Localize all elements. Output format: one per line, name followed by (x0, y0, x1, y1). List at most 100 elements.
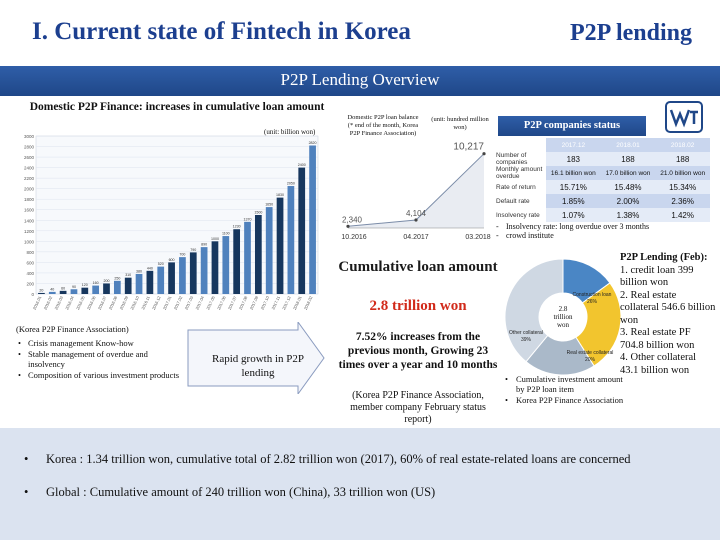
row-label: Default rate (496, 197, 530, 205)
bar-value-label: 440 (147, 266, 153, 270)
row-label: Number of companies (496, 152, 528, 166)
bar (179, 257, 186, 294)
bar (265, 207, 273, 294)
y-tick-label: 1400 (24, 218, 35, 223)
bar-value-label: 1830 (276, 193, 284, 197)
bar (135, 273, 143, 294)
cell: 16.1 billion won (546, 166, 601, 180)
bar-value-label: 1100 (222, 232, 230, 236)
pie-hole (540, 294, 586, 340)
x-tick-label: 2016.08 (108, 295, 119, 311)
x-tick-label: 2017.07 (227, 295, 238, 311)
point-label: 10,217 (453, 142, 484, 153)
y-tick-label: 2200 (24, 176, 35, 181)
table-row: Default rate 1.85% 2.00% 2.36% (494, 194, 710, 208)
area-fill (348, 153, 484, 228)
bar-value-label: 160 (93, 281, 99, 285)
growth-arrow-label: Rapid growth in P2P lending (212, 353, 304, 379)
point (482, 152, 486, 156)
x-tick-label: 10.2016 (341, 234, 366, 241)
increase-source: (Korea P2P Finance Association, member c… (350, 390, 486, 425)
x-tick-label: 2017.05 (205, 295, 216, 311)
cell: 183 (546, 152, 601, 166)
bottom-item: Korea : 1.34 trillion won, cumulative to… (24, 452, 714, 467)
p2p-feb-item: 2. Real estate collateral 546.6 billion … (620, 289, 716, 326)
insolvency-line: crowd institute (494, 231, 710, 240)
x-tick-label: 2016.03 (53, 295, 64, 311)
x-tick-label: 2016.01 (32, 295, 43, 311)
bar (38, 292, 45, 294)
bar (254, 215, 262, 294)
y-tick-label: 1800 (24, 197, 35, 202)
slice-label: Construction loan (573, 292, 612, 298)
status-table: 2017.12 2018.01 2018.02 Number of compan… (494, 138, 710, 222)
x-tick-label: 2017.08 (238, 295, 249, 311)
line-chart-svg: 2,340 10.2016 4,104 04.2017 10,217 03.2018 (341, 142, 490, 241)
y-tick-label: 2600 (24, 155, 35, 160)
x-tick-label: 2017.11 (270, 295, 281, 311)
x-tick-label: 2016.04 (64, 295, 75, 311)
plot-area (35, 135, 319, 295)
status-title: P2P companies status (498, 116, 646, 136)
cell: 188 (655, 152, 710, 166)
line-chart-label: Domestic P2P loan balance (* end of the … (347, 114, 419, 137)
bar-value-label: 520 (158, 262, 164, 266)
bar-value-label: 1370 (244, 217, 252, 221)
row-label: Monthly amount overdue (496, 166, 543, 180)
bar (233, 229, 241, 294)
bar (189, 252, 197, 294)
x-tick-label: 2017.02 (173, 295, 184, 311)
bar-value-label: 1650 (265, 203, 273, 207)
bar-chart-svg: 0 200 400 600 800 1000 1200 1400 1600 1800 2000 220… (24, 134, 319, 311)
status-col: 2017.12 (546, 138, 601, 152)
x-tick-label: 2016.09 (118, 295, 129, 311)
left-bullet: Composition of various investment produc… (16, 370, 182, 380)
title-bar: I. Current state of Fintech in Korea P2P… (0, 0, 720, 60)
page-title: I. Current state of Fintech in Korea (32, 18, 411, 45)
x-tick-label: 2016.11 (140, 295, 151, 311)
left-legend: (Korea P2P Finance Association) Crisis m… (16, 324, 182, 381)
p2p-feb-summary: P2P Lending (Feb): 1. credit loan 399 bi… (620, 252, 716, 377)
point-label: 2,340 (342, 215, 363, 224)
y-tick-label: 1600 (24, 208, 35, 213)
bar-value-label: 380 (136, 269, 142, 273)
y-tick-label: 600 (26, 260, 34, 265)
slice-pct: 20% (585, 357, 596, 363)
arrow-right-icon (187, 322, 325, 394)
left-source: (Korea P2P Finance Association) (16, 324, 129, 334)
table-row: Rate of return 15.71% 15.48% 15.34% (494, 180, 710, 194)
bar-value-label: 20 (39, 288, 43, 292)
bar (211, 241, 219, 294)
p2p-feb-item: 4. Other collateral 43.1 billion won (620, 352, 697, 376)
point-label: 4,104 (406, 209, 427, 218)
cell: 15.48% (600, 180, 656, 194)
cell: 15.34% (655, 180, 710, 194)
growth-arrow (186, 322, 326, 394)
slice-label: Other collateral (509, 330, 543, 336)
bar (146, 270, 154, 294)
row-label: Rate of return (496, 183, 536, 191)
y-tick-label: 3000 (24, 134, 35, 139)
y-tick-label: 2000 (24, 187, 35, 192)
pie-center-label: 2.8 (559, 305, 568, 313)
bar (103, 283, 110, 294)
bar (157, 266, 165, 294)
y-tick-label: 1200 (24, 229, 35, 234)
p2p-feb-head: P2P Lending (Feb): (620, 252, 708, 263)
bar-value-label: 790 (190, 248, 196, 252)
cell: 15.71% (546, 180, 601, 194)
bar (48, 291, 56, 294)
cumulative-loan-bar-chart: 0 200 400 600 800 1000 1200 1400 1600 1800 2000 220… (14, 132, 324, 322)
x-tick-label: 2017.03 (184, 295, 195, 311)
pie-center-label: won (557, 321, 570, 329)
left-bullets: Crisis management Know-how Stable manage… (16, 338, 182, 380)
bar-value-label: 250 (114, 276, 120, 280)
overview-banner: P2P Lending Overview (0, 66, 720, 96)
x-tick-label: 2016.02 (43, 295, 54, 311)
bar (168, 262, 175, 294)
bar (124, 277, 132, 294)
bar-value-label: 90 (72, 285, 76, 289)
status-col: 2018.01 (600, 138, 656, 152)
logo-icon (665, 101, 703, 133)
bar-chart-unit: (unit: billion won) (264, 128, 316, 136)
